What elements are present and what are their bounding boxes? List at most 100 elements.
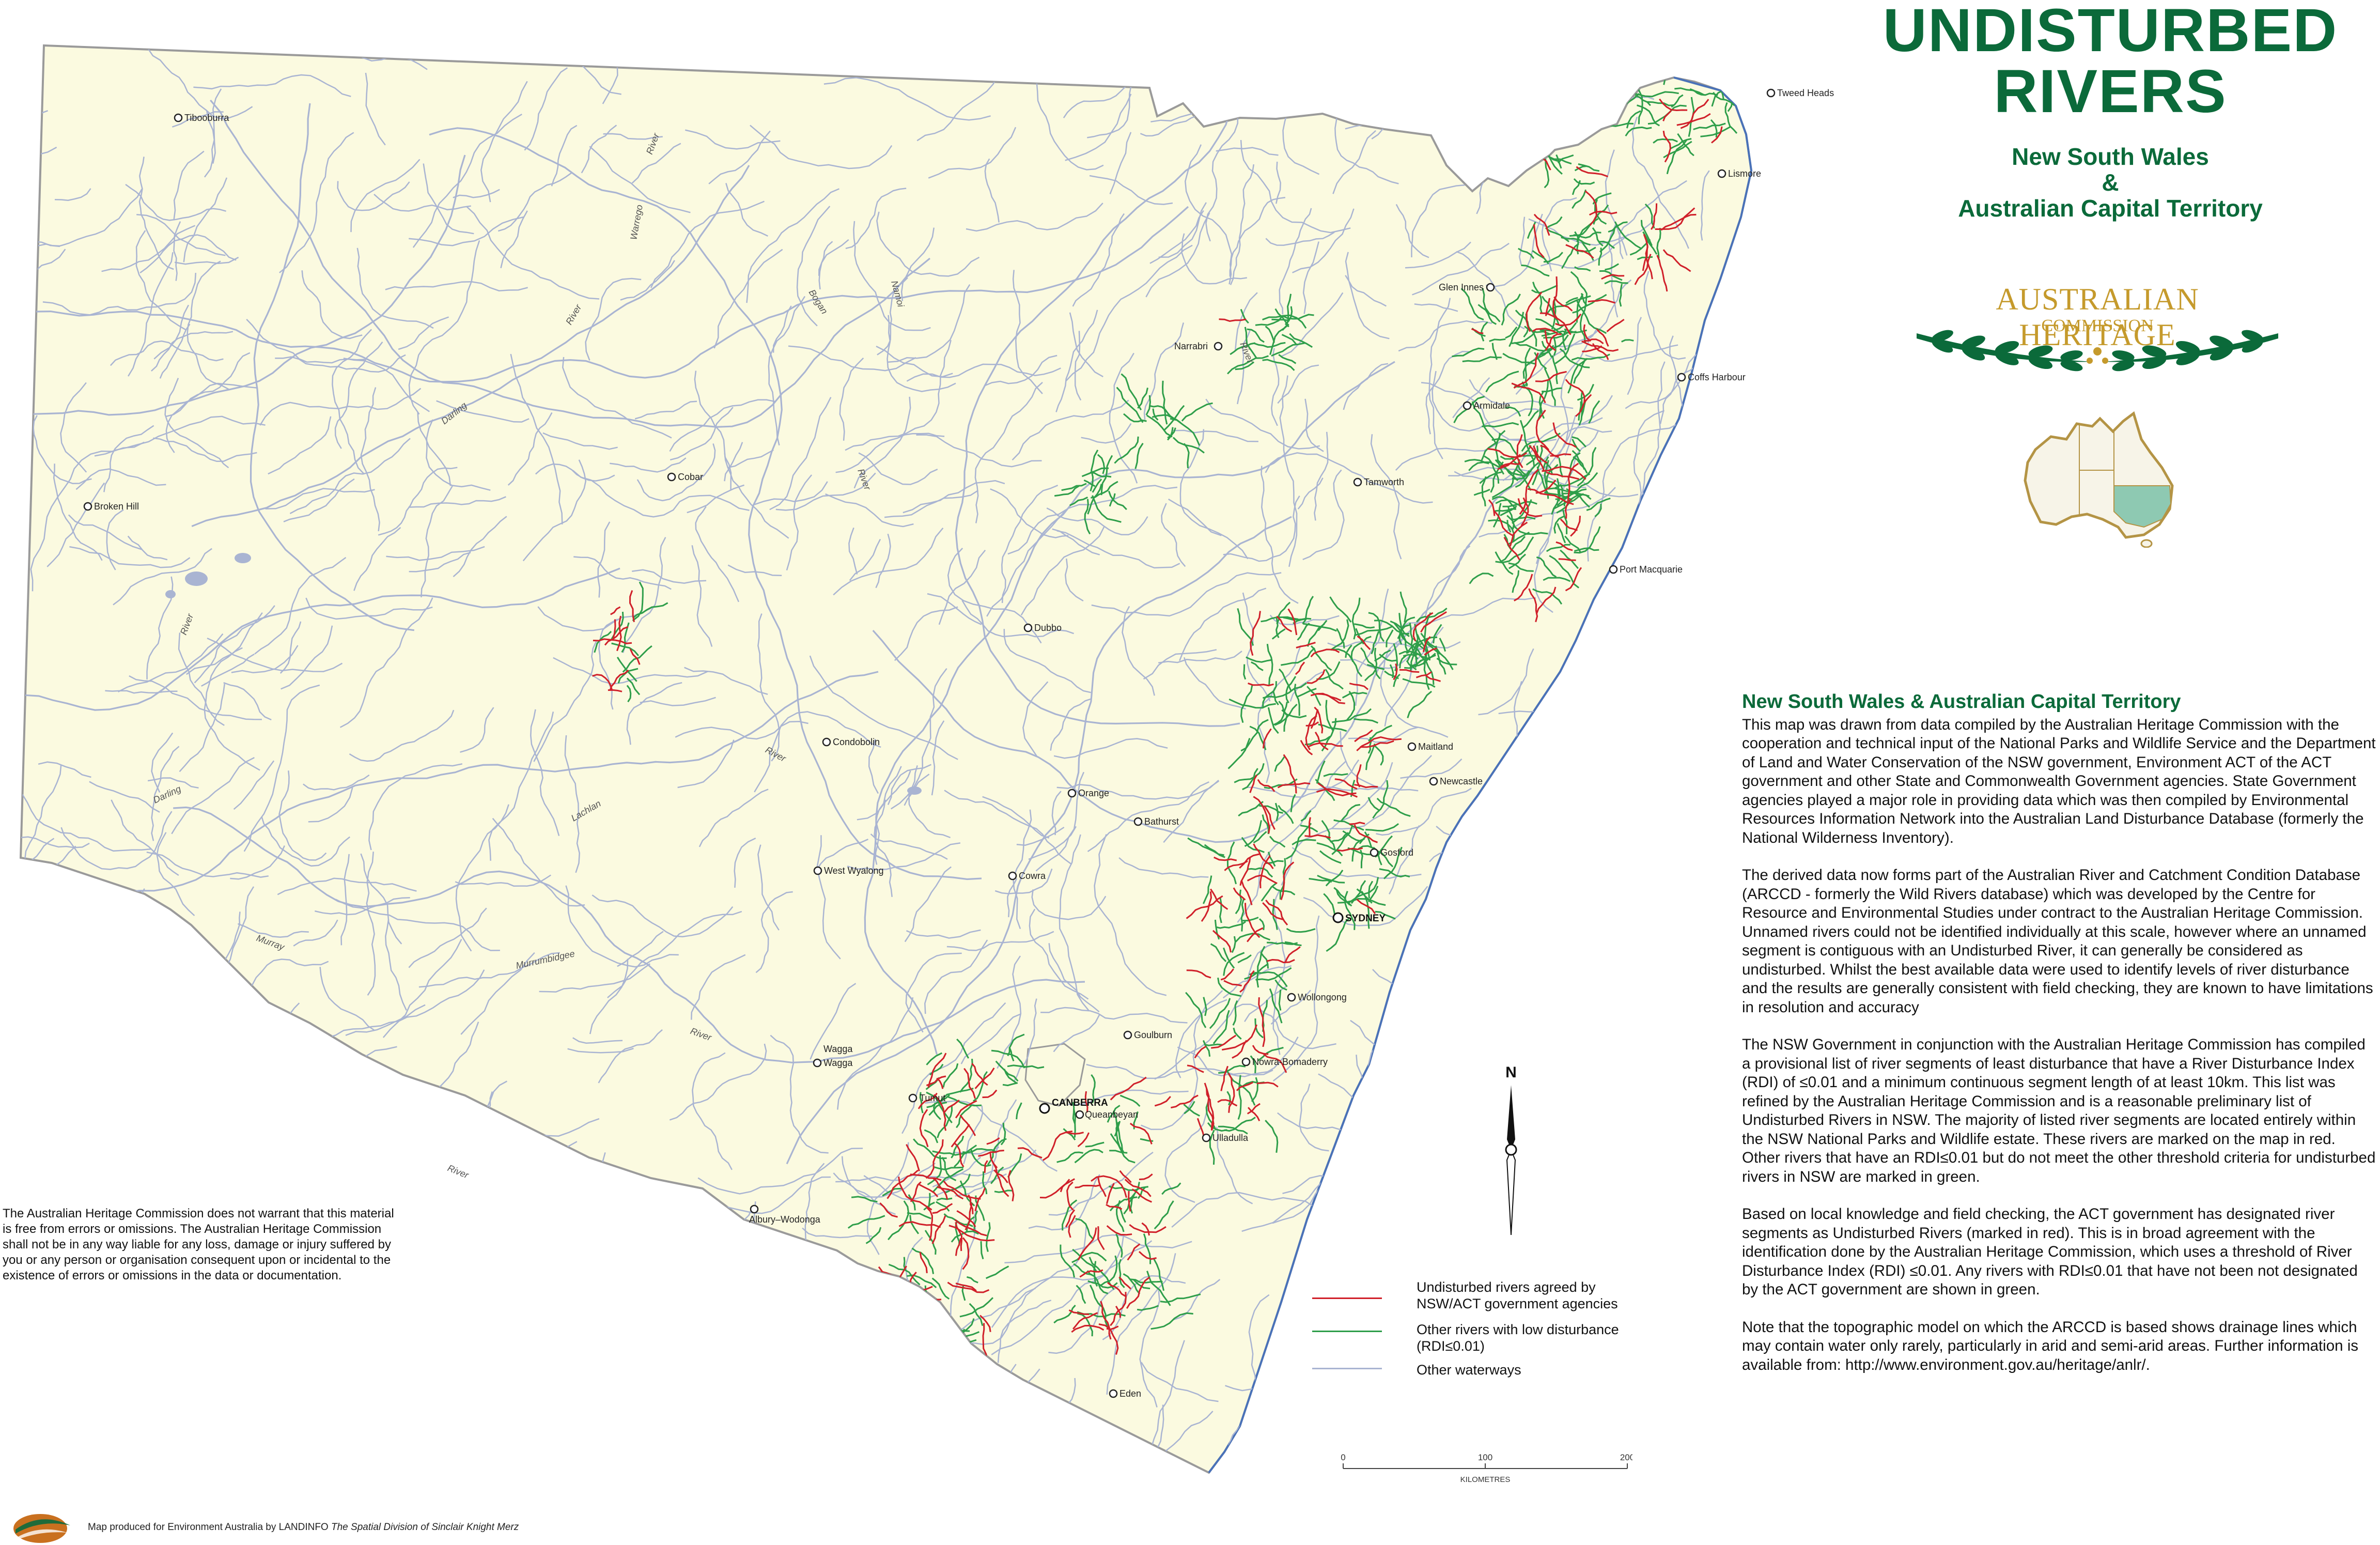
australia-inset-map — [2024, 411, 2174, 548]
description-paragraph: This map was drawn from data compiled by… — [1742, 716, 2376, 846]
town-marker: Bathurst — [1133, 816, 1179, 827]
subtitle-block: New South Wales & Australian Capital Ter… — [1839, 142, 2380, 223]
town-marker: CANBERRA — [1039, 1098, 1108, 1114]
town-marker: Maitland — [1407, 741, 1453, 752]
town-marker: Queanbeyan — [1075, 1109, 1138, 1120]
title-block: UNDISTURBED RIVERS — [1839, 0, 2380, 122]
svg-text:Ulladulla: Ulladulla — [1212, 1133, 1249, 1143]
scale-tick: 200 — [1620, 1453, 1632, 1462]
svg-text:Cowra: Cowra — [1019, 871, 1046, 881]
svg-text:CANBERRA: CANBERRA — [1052, 1098, 1108, 1108]
description-paragraph: Based on local knowledge and field check… — [1742, 1206, 2358, 1298]
disclaimer-text: The Australian Heritage Commission does … — [3, 1207, 394, 1283]
svg-text:Nowra-Bomaderry: Nowra-Bomaderry — [1252, 1057, 1328, 1067]
towns: Tibooburra Tweed Heads Lismore Glen Inne… — [83, 88, 1834, 1399]
svg-text:Broken Hill: Broken Hill — [94, 501, 139, 512]
svg-text:Maitland: Maitland — [1418, 741, 1453, 752]
town-marker: Newcastle — [1429, 776, 1483, 786]
svg-text:Albury–Wodonga: Albury–Wodonga — [749, 1214, 821, 1225]
coastline — [1208, 76, 1753, 1474]
legend-swatch — [1312, 1331, 1382, 1332]
laurel-wreath-icon — [1917, 330, 2278, 372]
svg-text:Goulburn: Goulburn — [1134, 1030, 1172, 1040]
credit-line: Map produced for Environment Australia b… — [88, 1522, 519, 1533]
description-panel: New South Wales & Australian Capital Ter… — [1742, 692, 2377, 1393]
legend-item-low-disturbance: Other rivers with low disturbance (RDI≤0… — [1312, 1321, 1622, 1354]
svg-text:Newcastle: Newcastle — [1440, 776, 1483, 786]
svg-text:Eden: Eden — [1119, 1388, 1141, 1399]
town-marker: Glen Innes — [1439, 282, 1495, 292]
svg-text:Port Macquarie: Port Macquarie — [1620, 564, 1683, 575]
town-marker: Lismore — [1717, 168, 1761, 179]
scale-tick: 0 — [1341, 1453, 1345, 1462]
town-marker: Goulburn — [1123, 1030, 1172, 1040]
town-marker: Wagga — [813, 1058, 853, 1068]
description-paragraph: Note that the topographic model on which… — [1742, 1318, 2359, 1373]
svg-text:Armidale: Armidale — [1473, 400, 1510, 411]
legend-label: (RDI≤0.01) — [1417, 1338, 1485, 1354]
town-marker: Dubbo — [1023, 623, 1062, 633]
town-marker: Nowra-Bomaderry — [1241, 1057, 1328, 1067]
description-paragraph: The derived data now forms part of the A… — [1742, 867, 2373, 1016]
north-arrow-icon: N — [1505, 1064, 1517, 1235]
town-marker: SYDNEY — [1332, 912, 1386, 924]
svg-text:Bathurst: Bathurst — [1144, 816, 1179, 827]
scale-bar: 0 100 200 KILOMETRES — [1341, 1453, 1632, 1484]
description-paragraph: The NSW Government in conjunction with t… — [1742, 1036, 2376, 1185]
legend-label: Other waterways — [1417, 1362, 1521, 1378]
town-marker: Eden — [1109, 1388, 1141, 1399]
svg-text:Lismore: Lismore — [1728, 168, 1761, 179]
legend-swatch — [1312, 1297, 1382, 1299]
legend-label: Other rivers with low disturbance — [1417, 1322, 1619, 1337]
act-border — [1024, 1043, 1086, 1107]
svg-text:Orange: Orange — [1078, 788, 1109, 798]
town-marker: Wollongong — [1287, 992, 1347, 1002]
svg-text:Tumut: Tumut — [920, 1093, 945, 1103]
subtitle-line3: Australian Capital Territory — [1958, 195, 2263, 222]
legend-item-other-waterways: Other waterways — [1312, 1362, 1622, 1382]
description-heading: New South Wales & Australian Capital Ter… — [1742, 691, 2181, 713]
town-marker: Tibooburra — [174, 113, 229, 123]
svg-text:Gosford: Gosford — [1380, 847, 1413, 858]
town-marker: Narrabri — [1174, 341, 1223, 351]
town-marker: Orange — [1067, 788, 1109, 798]
credit-italic: The Spatial Division of Sinclair Knight … — [331, 1522, 519, 1533]
scale-tick: 100 — [1478, 1453, 1492, 1462]
svg-text:Wagga: Wagga — [823, 1058, 853, 1068]
title-line2: RIVERS — [1994, 57, 2227, 126]
land-area — [20, 44, 1753, 1474]
town-marker: Armidale — [1463, 400, 1510, 411]
legend-swatch — [1312, 1368, 1382, 1369]
town-marker: Cobar — [667, 472, 703, 482]
svg-text:Glen Innes: Glen Innes — [1439, 282, 1484, 292]
credit-prefix: Map produced for Environment Australia b… — [88, 1522, 329, 1533]
town-marker: Tweed Heads — [1766, 88, 1834, 98]
town-marker: Albury–Wodonga — [749, 1204, 821, 1225]
subtitle-line2: & — [2102, 169, 2119, 196]
svg-text:Dubbo: Dubbo — [1034, 623, 1062, 633]
svg-text:Tamworth: Tamworth — [1364, 477, 1404, 487]
svg-text:West Wyalong: West Wyalong — [824, 866, 884, 876]
landinfo-logo-icon — [13, 1514, 70, 1543]
svg-text:Tweed Heads: Tweed Heads — [1777, 88, 1834, 98]
town-marker: Ulladulla — [1202, 1133, 1249, 1143]
inset-state-borders — [2079, 424, 2165, 514]
scale-unit: KILOMETRES — [1460, 1475, 1511, 1484]
town-marker: Broken Hill — [83, 501, 139, 512]
legend-label: NSW/ACT government agencies — [1417, 1296, 1618, 1311]
undisturbed-rivers — [592, 49, 1749, 1385]
svg-text:Coffs Harbour: Coffs Harbour — [1688, 372, 1746, 382]
town-marker: Port Macquarie — [1609, 564, 1683, 575]
subtitle-line1: New South Wales — [2012, 143, 2209, 170]
svg-text:Tibooburra: Tibooburra — [184, 113, 229, 123]
town-marker: Tumut — [908, 1093, 945, 1103]
town-marker: Gosford — [1370, 847, 1413, 858]
svg-text:Wagga: Wagga — [823, 1044, 853, 1054]
inset-nsw — [2113, 485, 2172, 528]
river-label: River — [446, 1163, 471, 1181]
ahc-logo-name: AUSTRALIAN HERITAGE — [1996, 282, 2199, 352]
svg-text:SYDNEY: SYDNEY — [1345, 913, 1386, 924]
north-label: N — [1505, 1064, 1517, 1081]
town-marker: Condobolin — [822, 737, 880, 747]
